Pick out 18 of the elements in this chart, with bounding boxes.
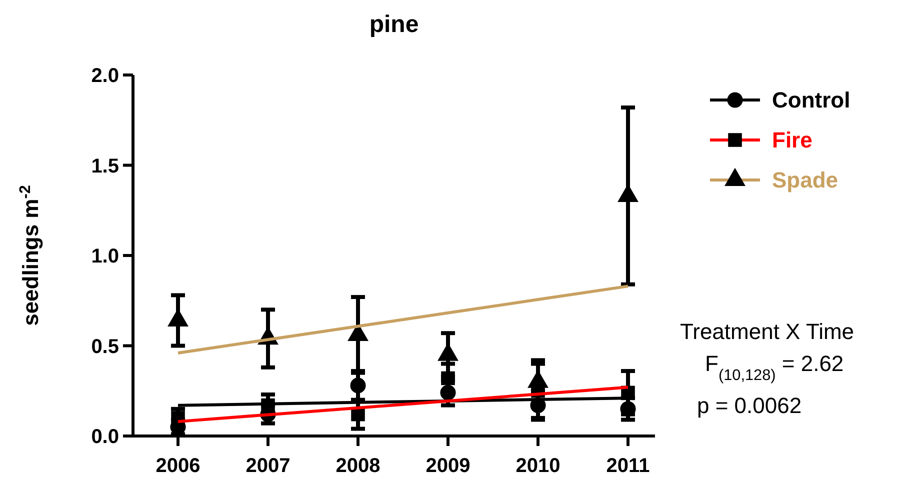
y-tick-label: 2.0 [91, 65, 119, 87]
text: p = 0.0062 [697, 393, 802, 418]
legend-label: Spade [772, 168, 838, 193]
y-tick-label: 1.0 [91, 246, 119, 268]
x-tick-label: 2010 [516, 455, 560, 477]
y-tick-label: 0.0 [91, 426, 119, 448]
x-tick-label: 2006 [156, 455, 200, 477]
text: Treatment X Time [680, 319, 854, 344]
legend-label: Fire [772, 128, 812, 153]
chart-title: pine [369, 11, 419, 38]
y-tick-label: 1.5 [91, 155, 119, 178]
x-tick-label: 2008 [336, 455, 380, 477]
text: F$_{(10,128)}$ = 2.62 [705, 351, 844, 384]
x-tick-label: 2011 [606, 455, 650, 477]
x-tick-label: 2009 [426, 455, 470, 477]
y-tick-label: 0.5 [91, 336, 119, 358]
x-tick-label: 2007 [246, 455, 290, 477]
legend-label: Control [772, 88, 850, 113]
